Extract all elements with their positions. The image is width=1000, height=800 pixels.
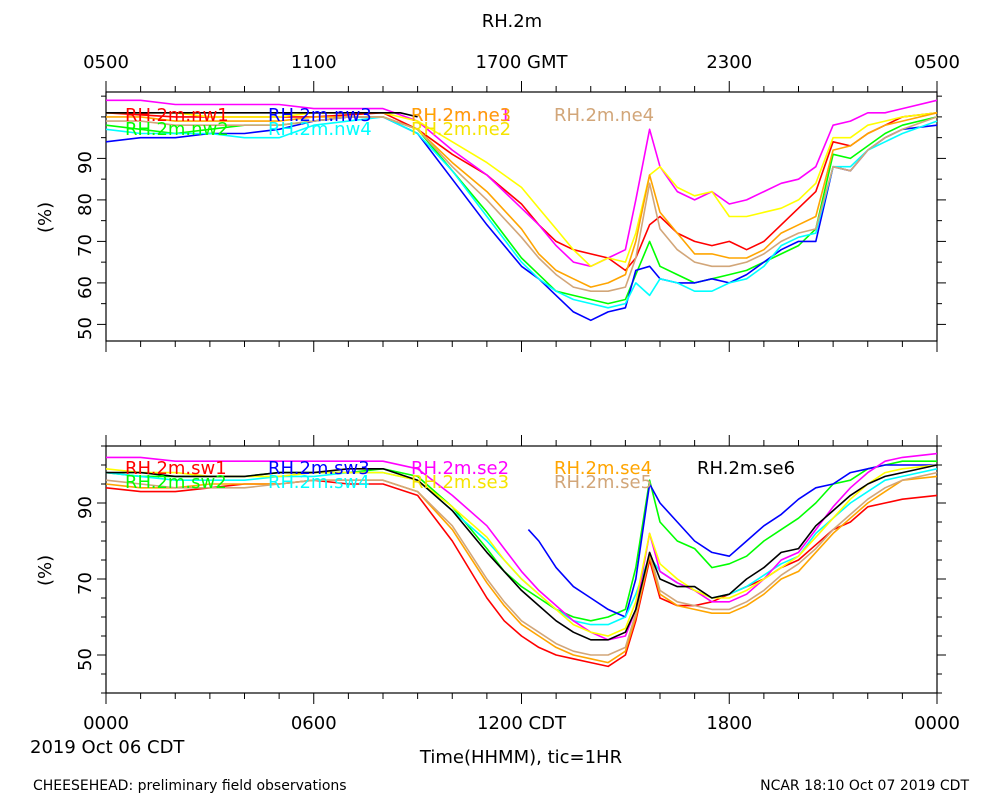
series-line-rh-2m-se5 <box>105 471 938 656</box>
series-line-rh-2m-ne3 <box>106 112 938 288</box>
y-tick-label: 50 <box>75 648 96 671</box>
chart-title: RH.2m <box>481 11 543 32</box>
series-line-rh-2m-ne1 <box>106 99 938 268</box>
top-axis-tick-label: 1700 GMT <box>475 52 568 73</box>
legend-rh-2m-nw3: RH.2m.nw3 <box>268 105 372 126</box>
series-line-rh-2m-sw1 <box>105 479 938 668</box>
legend-rh-2m-nw1: RH.2m.nw1 <box>125 105 229 126</box>
series-line-rh-2m-se2 <box>106 452 938 641</box>
legend-rh-2m-se3: RH.2m.se3 <box>411 472 510 493</box>
y-axis-title: (%) <box>35 201 56 233</box>
series-line-rh-2m-nw4 <box>105 116 938 309</box>
panel-frame-0 <box>105 91 938 342</box>
x-axis-title: Time(HHMM), tic=1HR <box>419 747 623 768</box>
legend-rh-2m-se4: RH.2m.se4 <box>554 458 653 479</box>
legend-rh-2m-ne3: RH.2m.ne3 <box>411 105 512 126</box>
y-tick-label: 50 <box>75 317 96 341</box>
legend-rh-2m-nw2: RH.2m.nw2 <box>125 119 229 140</box>
series-line-unnamed-8 <box>106 112 418 118</box>
y-tick-label: 60 <box>75 275 96 299</box>
panel-frame-1 <box>105 445 938 694</box>
legend-rh-2m-se2: RH.2m.se2 <box>411 458 510 479</box>
y-axis-title: (%) <box>35 554 56 586</box>
top-axis-tick-label: 0500 <box>914 52 960 73</box>
bottom-axis-tick-label: 0600 <box>290 713 337 734</box>
legend-rh-2m-se5: RH.2m.se5 <box>554 472 653 493</box>
y-tick-label: 80 <box>75 192 96 216</box>
footer-left: CHEESEHEAD: preliminary field observatio… <box>33 778 347 794</box>
legend-rh-2m-sw2: RH.2m.sw2 <box>125 472 227 493</box>
legend-rh-2m-ne4: RH.2m.ne4 <box>554 105 655 126</box>
bottom-axis-tick-label: 1800 <box>706 713 753 734</box>
series-line-rh-2m-ne4 <box>106 116 938 293</box>
legend-rh-2m-sw1: RH.2m.sw1 <box>125 458 227 479</box>
top-axis-tick-label: 1100 <box>290 52 337 73</box>
date-label: 2019 Oct 06 CDT <box>30 737 185 758</box>
series-line-rh-2m-sw4 <box>105 468 938 626</box>
legend-rh-2m-sw3: RH.2m.sw3 <box>268 458 370 479</box>
y-tick-label: 70 <box>75 572 96 595</box>
footer-right: NCAR 18:10 Oct 07 2019 CDT <box>760 778 969 794</box>
y-tick-label: 70 <box>75 234 96 258</box>
top-axis-tick-label: 2300 <box>706 52 753 73</box>
bottom-axis-tick-label: 0000 <box>914 713 960 734</box>
series-line-rh-2m-nw1 <box>105 112 938 272</box>
legend-rh-2m-se6: RH.2m.se6 <box>697 458 796 479</box>
legend-rh-2m-ne1: RH.2m.ne1 <box>411 105 512 126</box>
y-tick-label: 90 <box>75 151 96 175</box>
legend-rh-2m-sw4: RH.2m.sw4 <box>268 472 370 493</box>
series-line-rh-2m-se4 <box>105 475 938 664</box>
series-line-rh-2m-nw2 <box>105 116 938 305</box>
series-line-rh-2m-sw3 <box>527 464 937 618</box>
top-axis-tick-label: 0500 <box>83 52 129 73</box>
legend-rh-2m-ne2: RH.2m.ne2 <box>411 119 512 140</box>
series-line-rh-2m-se6 <box>106 464 938 641</box>
y-tick-label: 90 <box>75 496 96 519</box>
bottom-axis-tick-label: 1200 CDT <box>477 713 566 734</box>
legend-rh-2m-nw4: RH.2m.nw4 <box>268 119 372 140</box>
bottom-axis-tick-label: 0000 <box>83 713 129 734</box>
